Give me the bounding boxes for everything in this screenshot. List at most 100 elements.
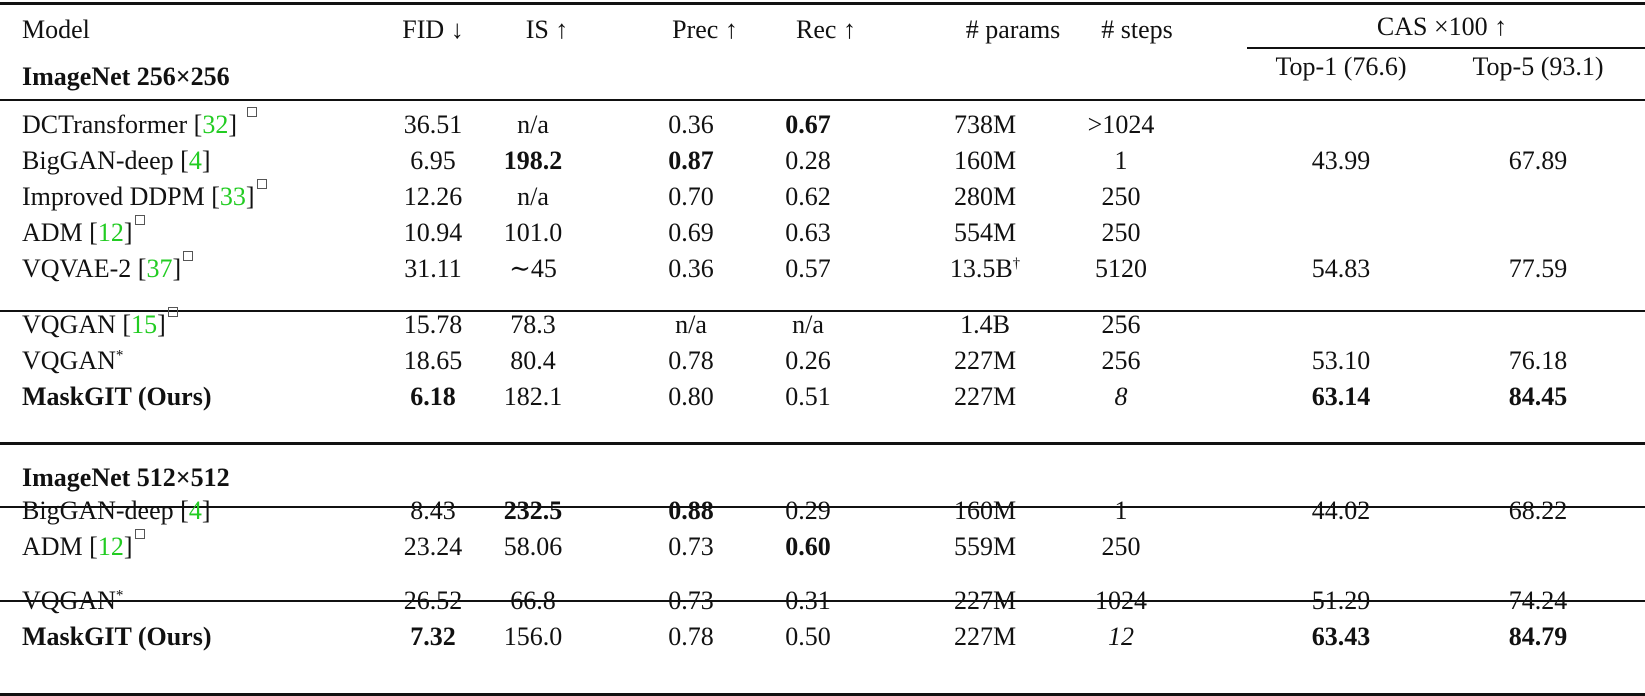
header-top5: Top-5 (93.1) bbox=[1472, 52, 1604, 81]
cell-value: 0.87 bbox=[668, 146, 714, 175]
model-label: VQGAN bbox=[22, 310, 123, 339]
cell-value: 15.78 bbox=[403, 310, 463, 339]
square-marker-icon bbox=[256, 179, 267, 190]
cell-value: 198.2 bbox=[503, 146, 563, 175]
cell-value: 63.14 bbox=[1311, 382, 1371, 411]
section-rule bbox=[0, 442, 1645, 445]
cell-top1: 54.83 bbox=[1312, 254, 1371, 284]
cell-value: 1 bbox=[1114, 146, 1128, 175]
cell-value: 1.4B bbox=[960, 310, 1010, 339]
cell-value: n/a bbox=[675, 310, 707, 339]
cell-steps: 8 bbox=[1115, 382, 1128, 412]
model-label: DCTransformer bbox=[22, 110, 194, 139]
cell-rec: 0.28 bbox=[785, 146, 831, 176]
cell-is: 66.8 bbox=[510, 586, 556, 616]
section-title-512: ImageNet 512×512 bbox=[22, 463, 230, 492]
citation-link[interactable]: 4 bbox=[188, 496, 202, 525]
cell-value: 182.1 bbox=[503, 382, 563, 411]
citation-link[interactable]: 12 bbox=[97, 532, 124, 561]
cell-rec: 0.57 bbox=[785, 254, 831, 284]
bottom-rule bbox=[0, 693, 1645, 696]
cell-value: 68.22 bbox=[1508, 496, 1568, 525]
model-name: BigGAN-deep [4] bbox=[22, 146, 211, 175]
cell-prec: 0.73 bbox=[668, 586, 714, 616]
cell-fid: 36.51 bbox=[404, 110, 463, 140]
cell-prec: 0.73 bbox=[668, 532, 714, 562]
cell-value: 8.43 bbox=[410, 496, 456, 525]
cell-value: 58.06 bbox=[503, 532, 563, 561]
cell-rec: 0.26 bbox=[785, 346, 831, 376]
cell-value: 13.5B bbox=[949, 254, 1013, 283]
model-name: MaskGIT (Ours) bbox=[22, 382, 212, 412]
square-marker-icon bbox=[134, 529, 145, 540]
model-name: VQGAN* bbox=[22, 346, 123, 376]
cell-value: 7.32 bbox=[410, 622, 456, 651]
cell-value: 76.18 bbox=[1508, 346, 1568, 375]
header-prec: Prec ↑ bbox=[672, 15, 738, 44]
model-label: VQGAN bbox=[22, 586, 116, 615]
citation-link[interactable]: 32 bbox=[202, 110, 229, 139]
cell-rec: 0.62 bbox=[785, 182, 831, 212]
cell-steps: 250 bbox=[1102, 182, 1141, 212]
square-marker-icon bbox=[134, 215, 145, 226]
asterisk-marker-icon: * bbox=[115, 347, 124, 364]
cell-steps: 256 bbox=[1102, 346, 1141, 376]
cell-rec: n/a bbox=[792, 310, 824, 340]
cell-value: 26.52 bbox=[403, 586, 463, 615]
cell-value: 232.5 bbox=[503, 496, 563, 525]
cell-top1: 63.43 bbox=[1312, 622, 1371, 652]
citation-link[interactable]: 37 bbox=[146, 254, 173, 283]
cell-top5: 74.24 bbox=[1509, 586, 1568, 616]
cell-value: 0.51 bbox=[785, 382, 831, 411]
cell-fid: 8.43 bbox=[410, 496, 456, 526]
citation-link[interactable]: 12 bbox=[97, 218, 124, 247]
cell-params: 227M bbox=[954, 346, 1016, 376]
asterisk-marker-icon: * bbox=[115, 587, 124, 604]
cell-params: 559M bbox=[954, 532, 1016, 562]
cell-fid: 18.65 bbox=[404, 346, 463, 376]
cell-value: 0.60 bbox=[785, 532, 831, 561]
citation-link[interactable]: 4 bbox=[188, 146, 202, 175]
cell-is: 58.06 bbox=[504, 532, 563, 562]
square-marker-icon bbox=[183, 251, 194, 262]
cell-fid: 15.78 bbox=[404, 310, 463, 340]
square-marker-icon bbox=[246, 107, 257, 118]
cell-value: 63.43 bbox=[1311, 622, 1371, 651]
cell-prec: 0.80 bbox=[668, 382, 714, 412]
cell-value: 227M bbox=[953, 382, 1017, 411]
cell-value: 54.83 bbox=[1311, 254, 1371, 283]
model-name: ADM [12] bbox=[22, 215, 145, 248]
cell-value: >1024 bbox=[1087, 110, 1155, 139]
cell-rec: 0.60 bbox=[785, 532, 831, 562]
cell-rec: 0.63 bbox=[785, 218, 831, 248]
cell-steps: 250 bbox=[1102, 532, 1141, 562]
cell-prec: n/a bbox=[675, 310, 707, 340]
cell-steps: 1024 bbox=[1095, 586, 1147, 616]
cell-value: 0.26 bbox=[785, 346, 831, 375]
header-rec: Rec ↑ bbox=[796, 15, 856, 44]
cell-value: 256 bbox=[1101, 346, 1141, 375]
model-name: VQGAN* bbox=[22, 586, 123, 616]
citation-link[interactable]: 33 bbox=[219, 182, 246, 211]
cell-value: 12 bbox=[1108, 622, 1134, 651]
cell-value: 0.88 bbox=[668, 496, 714, 525]
cell-top5: 77.59 bbox=[1509, 254, 1568, 284]
cell-prec: 0.36 bbox=[668, 254, 714, 284]
model-name: VQGAN [15] bbox=[22, 307, 178, 340]
cell-value: n/a bbox=[517, 182, 549, 211]
cell-value: 6.18 bbox=[410, 382, 456, 411]
cell-value: 0.57 bbox=[785, 254, 831, 283]
model-label: ADM bbox=[22, 218, 90, 247]
cell-fid: 31.11 bbox=[404, 254, 462, 284]
cell-prec: 0.87 bbox=[668, 146, 714, 176]
cell-value: 227M bbox=[953, 586, 1017, 615]
cell-fid: 26.52 bbox=[404, 586, 463, 616]
cell-value: 250 bbox=[1101, 218, 1141, 247]
cell-fid: 10.94 bbox=[404, 218, 463, 248]
top-rule bbox=[0, 2, 1645, 5]
cell-is: 182.1 bbox=[504, 382, 563, 412]
citation-link[interactable]: 15 bbox=[131, 310, 158, 339]
cell-params: 227M bbox=[954, 586, 1016, 616]
cell-value: 738M bbox=[953, 110, 1017, 139]
cell-value: 74.24 bbox=[1508, 586, 1568, 615]
